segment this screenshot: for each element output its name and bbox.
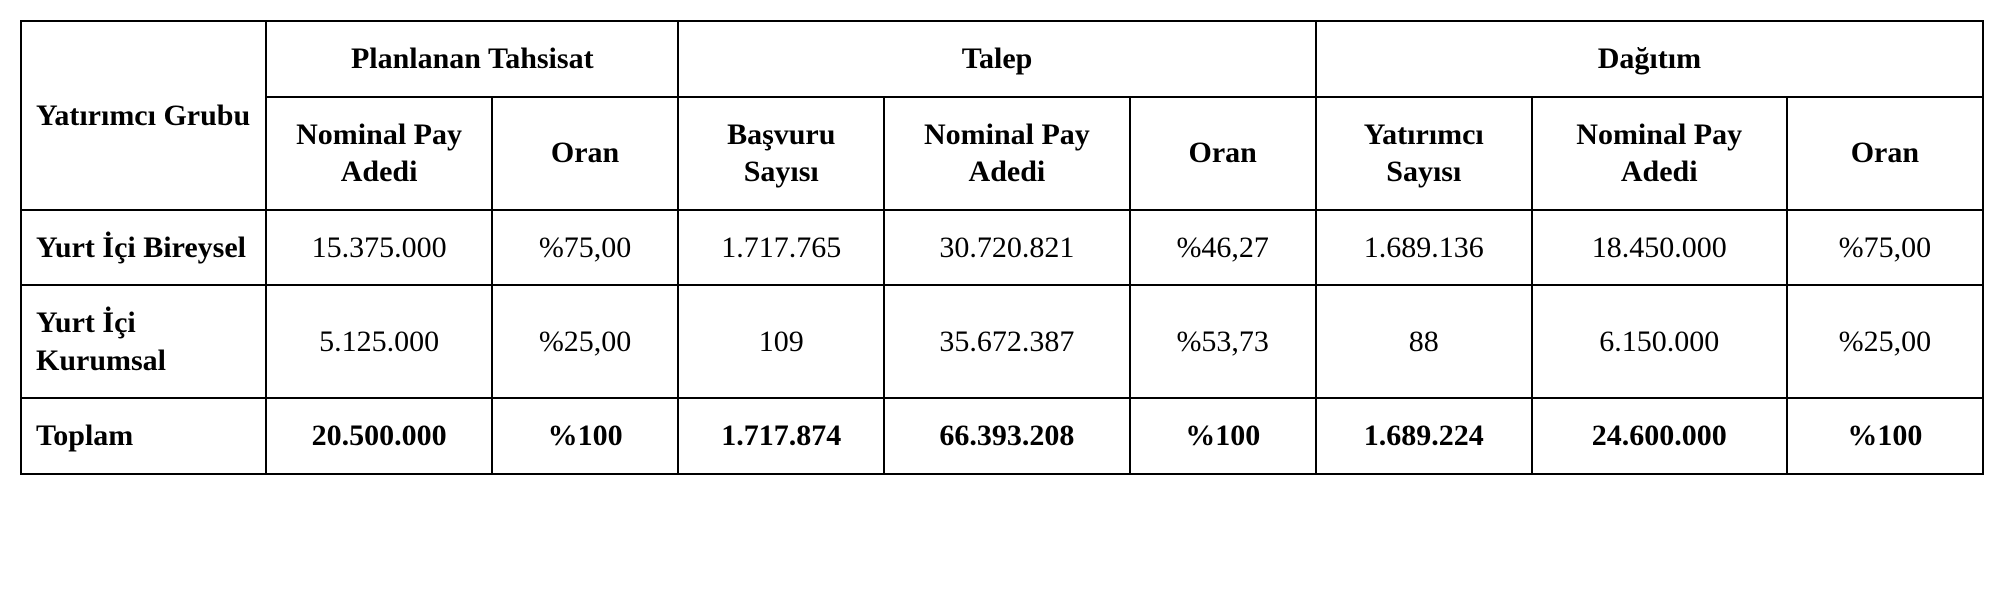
cell-plan-oran: %25,00 — [492, 285, 678, 398]
table-row-total: Toplam 20.500.000 %100 1.717.874 66.393.… — [21, 398, 1983, 474]
cell-dagitim-nominal: 18.450.000 — [1532, 210, 1787, 286]
cell-talep-nominal: 35.672.387 — [884, 285, 1129, 398]
cell-dagitim-oran: %100 — [1787, 398, 1983, 474]
cell-plan-nominal: 15.375.000 — [266, 210, 492, 286]
row-label: Yurt İçi Kurumsal — [21, 285, 266, 398]
cell-talep-oran: %46,27 — [1130, 210, 1316, 286]
allocation-table: Yatırımcı Grubu Planlanan Tahsisat Talep… — [20, 20, 1984, 475]
cell-talep-oran: %100 — [1130, 398, 1316, 474]
header-plan-nominal: Nominal Pay Adedi — [266, 97, 492, 210]
header-talep-basvuru: Başvuru Sayısı — [678, 97, 884, 210]
header-group-dagitim: Dağıtım — [1316, 21, 1983, 97]
cell-dagitim-yatirimci: 1.689.224 — [1316, 398, 1532, 474]
cell-plan-oran: %75,00 — [492, 210, 678, 286]
header-row-groups: Yatırımcı Grubu Planlanan Tahsisat Talep… — [21, 21, 1983, 97]
cell-dagitim-oran: %25,00 — [1787, 285, 1983, 398]
cell-talep-basvuru: 1.717.874 — [678, 398, 884, 474]
cell-dagitim-oran: %75,00 — [1787, 210, 1983, 286]
cell-dagitim-yatirimci: 1.689.136 — [1316, 210, 1532, 286]
row-label: Yurt İçi Bireysel — [21, 210, 266, 286]
header-dagitim-oran: Oran — [1787, 97, 1983, 210]
cell-talep-oran: %53,73 — [1130, 285, 1316, 398]
header-group-talep: Talep — [678, 21, 1316, 97]
header-dagitim-yatirimci: Yatırımcı Sayısı — [1316, 97, 1532, 210]
cell-plan-nominal: 20.500.000 — [266, 398, 492, 474]
header-plan-oran: Oran — [492, 97, 678, 210]
cell-talep-basvuru: 109 — [678, 285, 884, 398]
table-row: Yurt İçi Kurumsal 5.125.000 %25,00 109 3… — [21, 285, 1983, 398]
table-row: Yurt İçi Bireysel 15.375.000 %75,00 1.71… — [21, 210, 1983, 286]
cell-talep-nominal: 30.720.821 — [884, 210, 1129, 286]
header-row-sub: Nominal Pay Adedi Oran Başvuru Sayısı No… — [21, 97, 1983, 210]
cell-dagitim-nominal: 6.150.000 — [1532, 285, 1787, 398]
cell-talep-basvuru: 1.717.765 — [678, 210, 884, 286]
cell-talep-nominal: 66.393.208 — [884, 398, 1129, 474]
cell-plan-nominal: 5.125.000 — [266, 285, 492, 398]
cell-plan-oran: %100 — [492, 398, 678, 474]
header-dagitim-nominal: Nominal Pay Adedi — [1532, 97, 1787, 210]
header-talep-oran: Oran — [1130, 97, 1316, 210]
cell-dagitim-yatirimci: 88 — [1316, 285, 1532, 398]
header-group-planlanan: Planlanan Tahsisat — [266, 21, 678, 97]
header-corner: Yatırımcı Grubu — [21, 21, 266, 210]
row-label-total: Toplam — [21, 398, 266, 474]
cell-dagitim-nominal: 24.600.000 — [1532, 398, 1787, 474]
header-talep-nominal: Nominal Pay Adedi — [884, 97, 1129, 210]
